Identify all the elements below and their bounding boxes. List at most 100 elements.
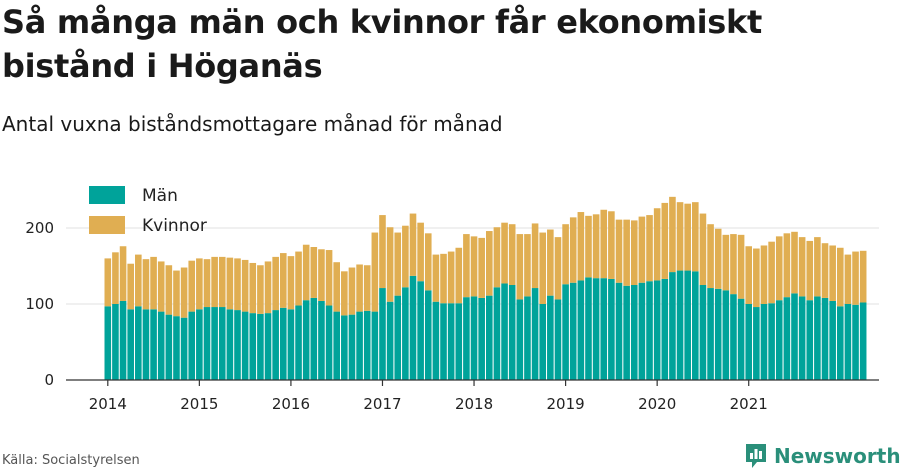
bar-man (806, 300, 814, 380)
bar-man (119, 300, 127, 380)
bar-man (630, 285, 638, 380)
bar-man (821, 297, 829, 380)
bar-man (417, 281, 424, 380)
bar-man (478, 297, 485, 380)
bar-man (859, 302, 867, 380)
bar-woman (646, 215, 653, 282)
bar-man (241, 311, 249, 380)
bar-man (486, 295, 493, 380)
bar-man (463, 297, 470, 380)
bar-woman (516, 234, 524, 300)
bar-woman (569, 217, 577, 283)
bar-woman (775, 236, 783, 301)
brand-logo[interactable]: Newsworthy (744, 441, 900, 471)
bar-woman (196, 258, 203, 310)
bar-man (798, 296, 806, 380)
x-tick-label: 2021 (730, 395, 768, 413)
bar-man (257, 313, 264, 380)
bar-woman (394, 232, 402, 296)
bar-woman (127, 263, 134, 310)
x-tick-label: 2017 (363, 395, 401, 413)
bar-woman (615, 219, 623, 283)
bar-woman (104, 258, 112, 307)
bar-man (386, 301, 394, 380)
bar-man (363, 310, 371, 380)
bar-woman (363, 265, 371, 311)
bar-woman (791, 231, 798, 294)
y-tick-label: 100 (25, 295, 54, 313)
bar-woman (310, 247, 318, 298)
bar-man (127, 309, 134, 380)
bar-woman (333, 262, 340, 312)
bar-woman (455, 247, 463, 304)
bar-man (676, 270, 684, 380)
bar-man (455, 303, 463, 380)
bar-woman (463, 234, 470, 298)
bar-woman (699, 213, 707, 285)
bar-man (157, 311, 165, 380)
bar-woman (844, 254, 852, 304)
bar-woman (356, 264, 363, 312)
bar-man (279, 307, 287, 380)
bar-man (371, 311, 379, 380)
bar-man (516, 299, 524, 380)
bar-man (508, 285, 516, 380)
bar-woman (341, 271, 348, 316)
bar-man (600, 278, 608, 380)
bar-woman (722, 234, 730, 291)
legend: Män Kvinnor (89, 186, 207, 236)
bar-man (341, 315, 348, 380)
bar-woman (234, 258, 241, 311)
bar-woman (661, 202, 669, 279)
bar-woman (180, 267, 188, 318)
bar-woman (150, 256, 157, 310)
bar-woman (203, 259, 211, 308)
bar-man (730, 294, 737, 380)
bar-woman (165, 265, 173, 315)
bar-man (562, 284, 569, 380)
bar-man (211, 307, 218, 380)
bar-man (348, 314, 356, 380)
bar-man (638, 282, 646, 380)
bar-woman (325, 250, 333, 306)
bar-woman (554, 237, 562, 300)
bar-man (249, 313, 257, 380)
bar-woman (524, 234, 531, 297)
bar-woman (348, 267, 356, 315)
bar-woman (821, 243, 829, 298)
bar-man (814, 296, 821, 380)
bar-woman (188, 260, 196, 312)
x-tick-label: 2020 (638, 395, 676, 413)
bar-woman (386, 227, 394, 302)
bar-woman (814, 237, 821, 297)
bar-man (180, 317, 188, 380)
bar-man (104, 306, 112, 380)
bar-man (142, 309, 150, 380)
bar-woman (753, 248, 760, 308)
bar-woman (501, 222, 508, 284)
bar-man (844, 304, 852, 380)
bar-man (302, 300, 310, 380)
bar-woman (592, 214, 600, 279)
bar-man (699, 285, 707, 380)
bar-woman (638, 216, 646, 283)
bar-woman (829, 245, 836, 301)
bar-man (760, 304, 768, 380)
bar-man (440, 303, 447, 380)
bar-man (753, 307, 760, 380)
bar-man (577, 280, 585, 380)
bar-man (424, 290, 432, 380)
bar-woman (478, 237, 485, 298)
bar-woman (135, 254, 142, 307)
bar-man (226, 309, 234, 380)
bar-man (272, 310, 279, 380)
bar-man (646, 281, 653, 380)
bar-woman (402, 225, 409, 288)
bar-woman (279, 253, 287, 308)
bar-woman (287, 256, 295, 310)
bar-woman (257, 265, 264, 314)
bar-woman (630, 220, 638, 285)
bar-man (203, 307, 211, 380)
bar-man (470, 296, 478, 380)
bar-man (394, 295, 402, 380)
